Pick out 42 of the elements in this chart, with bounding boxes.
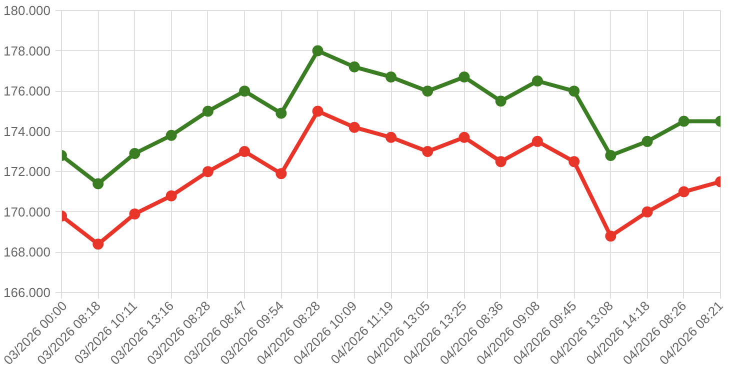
y-tick-label: 176.000 xyxy=(4,84,51,99)
point xyxy=(458,71,470,82)
point xyxy=(312,45,324,56)
y-tick-label: 178.000 xyxy=(4,43,51,58)
point xyxy=(495,96,506,107)
point xyxy=(92,238,104,250)
point xyxy=(276,108,287,119)
y-tick-label: 180.000 xyxy=(4,3,51,18)
point xyxy=(239,86,250,97)
point xyxy=(386,71,396,82)
point xyxy=(532,76,543,86)
point xyxy=(348,122,360,133)
y-tick-label: 168.000 xyxy=(4,244,51,260)
point xyxy=(92,178,104,190)
point xyxy=(348,61,360,72)
point xyxy=(422,86,434,97)
point xyxy=(202,166,214,178)
point xyxy=(239,146,250,157)
point xyxy=(605,230,616,242)
point xyxy=(605,150,616,162)
point xyxy=(312,106,324,117)
point xyxy=(422,146,434,157)
point xyxy=(166,130,177,141)
point xyxy=(495,156,506,168)
point xyxy=(276,168,287,180)
y-tick-label: 170.000 xyxy=(4,204,51,220)
point xyxy=(642,206,653,218)
point xyxy=(642,136,653,147)
y-tick-label: 174.000 xyxy=(4,124,51,139)
point xyxy=(678,116,690,127)
y-tick-label: 172.000 xyxy=(4,164,51,180)
point xyxy=(166,190,177,202)
point xyxy=(568,156,580,168)
point xyxy=(129,148,140,160)
point xyxy=(386,132,396,143)
point xyxy=(678,186,690,198)
point xyxy=(568,86,580,97)
y-tick-label: 166.000 xyxy=(4,285,51,300)
point xyxy=(129,208,140,220)
point xyxy=(458,132,470,143)
point xyxy=(202,106,214,117)
point xyxy=(532,136,543,147)
